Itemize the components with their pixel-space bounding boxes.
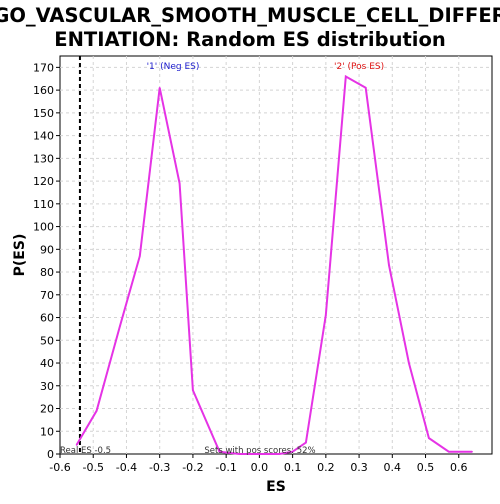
y-tick-label: 140	[33, 130, 54, 143]
data-point	[75, 444, 78, 446]
y-axis-label: P(ES)	[12, 234, 28, 277]
y-tick-label: 70	[40, 289, 54, 302]
x-tick-label: 0.1	[284, 461, 302, 474]
x-tick-label: -0.3	[149, 461, 170, 474]
chart-title-line-2: ENTIATION: Random ES distribution	[54, 28, 446, 51]
x-tick-label: 0.3	[350, 461, 368, 474]
y-tick-label: 160	[33, 84, 54, 97]
data-points	[75, 75, 473, 455]
x-tick-label: -0.4	[116, 461, 137, 474]
data-point	[238, 453, 241, 455]
x-tick-label: 0.5	[417, 461, 435, 474]
x-tick-label: 0.6	[450, 461, 468, 474]
grid	[60, 56, 492, 454]
y-tick-label: 170	[33, 61, 54, 74]
data-point	[471, 450, 473, 453]
y-tick-label: 130	[33, 152, 54, 165]
y-tick-label: 50	[40, 334, 54, 347]
x-tick-label: 0.4	[384, 461, 402, 474]
y-tick-label: 100	[33, 221, 54, 234]
x-axis-ticks: -0.6 -0.5 -0.4 -0.3 -0.2 -0.1 0.0 0.1 0.2 0.3 0.4 0…	[49, 454, 468, 474]
x-tick-label: -0.1	[215, 461, 236, 474]
y-tick-label: 0	[47, 448, 54, 461]
y-tick-label: 120	[33, 175, 54, 188]
data-point	[408, 362, 410, 364]
data-point	[364, 87, 367, 89]
y-axis-ticks: 0 10 20 30 40 50 60 70 80 90 100 110 120 130 140 150 160…	[33, 61, 60, 461]
data-point	[95, 409, 98, 412]
data-point	[218, 450, 221, 453]
plot-area	[59, 55, 493, 455]
x-tick-label: -0.2	[182, 461, 203, 474]
data-point	[344, 75, 347, 78]
data-point	[138, 255, 141, 257]
data-point	[428, 437, 430, 439]
real-es-text: Real ES -0.5	[60, 446, 111, 456]
chart-title-line-1: GO_VASCULAR_SMOOTH_MUSCLE_CELL_DIFFER	[0, 4, 500, 27]
y-tick-label: 20	[40, 403, 54, 416]
data-point	[158, 87, 161, 89]
y-tick-label: 150	[33, 107, 54, 120]
x-tick-label: 0.0	[251, 461, 269, 474]
data-point	[192, 389, 194, 392]
data-point	[178, 182, 181, 185]
data-point	[291, 450, 294, 453]
y-tick-label: 110	[33, 198, 54, 211]
y-tick-label: 80	[40, 266, 54, 279]
data-point	[305, 441, 307, 444]
data-point	[448, 450, 450, 453]
y-tick-label: 30	[40, 380, 54, 393]
data-point	[388, 264, 390, 267]
data-point	[258, 453, 261, 455]
y-tick-label: 10	[40, 425, 54, 438]
x-axis-label: ES	[266, 479, 286, 495]
y-tick-label: 40	[40, 357, 54, 370]
data-point	[325, 314, 327, 317]
x-tick-label: -0.5	[82, 461, 103, 474]
data-point	[278, 453, 281, 455]
pos-es-label: '2' (Pos ES)	[334, 62, 384, 72]
neg-es-label: '1' (Neg ES)	[147, 62, 200, 72]
pos-scores-text: Sets with pos scores: 52%	[204, 446, 315, 456]
x-tick-label: 0.2	[317, 461, 335, 474]
y-tick-label: 90	[40, 243, 54, 256]
data-point	[119, 325, 121, 328]
y-tick-label: 60	[40, 312, 54, 325]
x-tick-label: -0.6	[49, 461, 70, 474]
